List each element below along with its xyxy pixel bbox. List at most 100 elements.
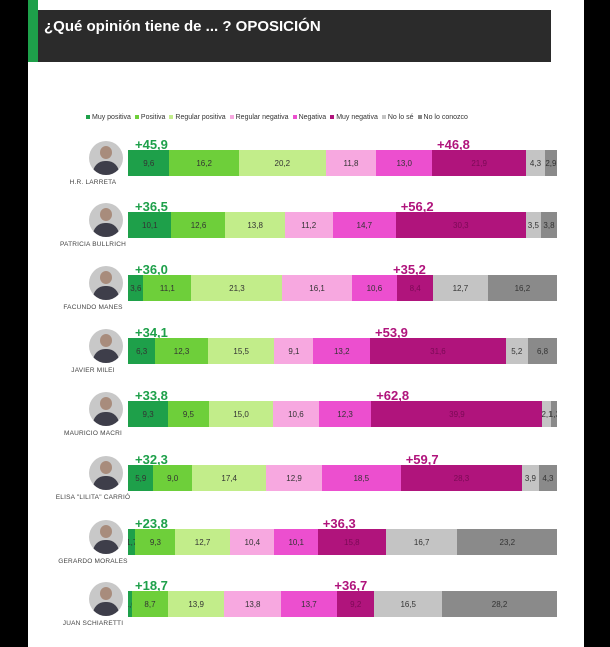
stacked-bar: 1,08,713,913,813,79,216,528,2 [128,591,558,617]
bar-segment: 6,8 [527,338,558,364]
avatar-head [100,525,112,538]
person-avatar [89,456,123,490]
legend-swatch [86,115,90,120]
bar-segment: 4,3 [538,465,558,491]
avatar-body [93,286,119,300]
avatar-head [100,334,112,347]
bar-segment: 12,3 [155,338,209,364]
stacked-bar-chart: +45,9 9,6 16,2 20,2 11,8 13,0 21,9 4,3 2,9 +46,8 H… [28,0,584,647]
chart-row: +23,8 1,7 9,3 12,7 10,4 10,1 15,8 16,7 23,2 +36,3… [28,516,584,582]
negative-total-label: +46,8 [437,137,470,152]
legend-item: Negativa [292,114,327,121]
stacked-bar: 9,39,515,010,612,339,92,11,3 [128,401,558,427]
avatar-head [100,461,112,474]
stacked-bar: 3,6 11,1 21,3 16,1 10,6 8,4 12,7 16,2 [128,275,558,301]
bar-segment: 13,2 [313,338,371,364]
bar-segment: 9,1 [274,338,314,364]
bar-segment: 12,3 [318,401,372,427]
negative-total-label: +59,7 [405,452,439,467]
positive-total-label: +32,3 [135,452,168,467]
bar-segment: 15,0 [208,401,274,427]
bar-segment: 2,9 [544,150,558,176]
bar-segment: 16,5 [374,591,443,617]
avatar-body [93,161,119,175]
negative-total-label: +56,2 [400,199,434,214]
bar-segment: 1,3 [551,401,558,427]
person-avatar [89,520,123,554]
bar-segment: 12,7 [175,529,230,555]
bar-segment: 20,2 [238,150,326,176]
chart-legend: Muy positiva Positiva Regular positiva Regu… [86,114,472,121]
stacked-bar: 9,6 16,2 20,2 11,8 13,0 21,9 4,3 2,9 [128,150,558,176]
legend-label: Regular negativa [235,114,289,121]
bar-segment: 8,4 [397,275,434,301]
bar-segment: 21,9 [432,150,527,176]
bar-segment: 1,7 [128,529,136,555]
avatar-body [93,349,119,363]
legend-label: Negativa [298,114,327,121]
header-accent-bar [28,0,38,62]
bar-segment: 16,2 [169,150,240,176]
positive-total-label: +23,8 [135,516,168,531]
avatar-head [100,397,112,410]
person-name-label: PATRICIA BULLRICH [59,241,126,248]
positive-total-label: +34,1 [135,325,168,340]
person-name-label: JAVIER MILEI [71,367,115,374]
person-name-label: MAURICIO MACRI [63,430,123,437]
bar-segment: 5,2 [505,338,529,364]
bar-segment: 28,2 [441,591,558,617]
bar-segment: 12,7 [433,275,488,301]
chart-row: +45,9 9,6 16,2 20,2 11,8 13,0 21,9 4,3 2,9 +46,8 H… [28,137,584,203]
bar-segment: 39,9 [371,401,543,427]
legend-swatch [330,115,335,120]
person-name-label: H.R. LARRETA [69,179,117,186]
bar-segment: 16,1 [282,275,352,301]
person-name-label: JUAN SCHIARETTI [62,620,124,627]
person-avatar [89,203,123,237]
report-page: ¿Qué opinión tiene de ... ? OPOSICIÓN Mu… [28,0,584,647]
legend-item: No lo sé [381,114,414,121]
legend-label: No lo conozco [423,114,468,121]
bar-segment: 12,6 [171,212,226,238]
legend-label: Muy negativa [336,114,378,121]
legend-label: No lo sé [387,114,414,121]
avatar-head [100,208,112,221]
legend-label: Regular positiva [175,114,226,121]
bar-segment: 9,3 [128,401,169,427]
bar-segment: 11,1 [143,275,192,301]
bar-segment: 3,5 [525,212,541,238]
bar-segment: 11,2 [284,212,333,238]
legend-item: Muy positiva [86,114,131,121]
bar-segment: 18,5 [321,465,401,491]
stacked-bar: 6,3 12,3 15,5 9,1 13,2 31,6 5,2 6,8 [128,338,558,364]
avatar-head [100,146,112,159]
legend-item: Muy negativa [330,114,378,121]
bar-segment: 3,8 [540,212,558,238]
legend-swatch [229,115,234,120]
negative-total-label: +36,7 [334,578,368,593]
bar-segment: 6,3 [128,338,156,364]
bar-segment: 3,6 [128,275,144,301]
legend-label: Positiva [140,114,166,121]
stacked-bar: 5,9 9,0 17,4 12,9 18,5 28,3 3,9 4,3 [128,465,558,491]
chart-row: +18,71,08,713,913,813,79,216,528,2+36,7J… [28,578,584,644]
bar-segment: 4,3 [526,150,545,176]
negative-total-label: +36,3 [322,516,356,531]
chart-row: +33,89,39,515,010,612,339,92,11,3+62,8MA… [28,388,584,454]
avatar-head [100,587,112,600]
bar-segment: 9,3 [135,529,176,555]
stacked-bar: 1,7 9,3 12,7 10,4 10,1 15,8 16,7 23,2 [128,529,558,555]
legend-swatch [417,115,422,120]
bar-segment: 10,4 [229,529,275,555]
person-avatar [89,582,123,616]
bar-segment: 15,8 [317,529,386,555]
chart-row: +36,5 10,1 12,6 13,8 11,2 14,7 30,3 3,5 3,8 +56,2… [28,199,584,265]
bar-segment: 9,6 [128,150,170,176]
person-name-label: ELISA "LILITA" CARRIÓ [55,494,131,501]
legend-swatch [292,115,297,120]
positive-total-label: +36,5 [135,199,168,214]
negative-total-label: +53,9 [375,325,408,340]
bar-segment: 13,7 [280,591,338,617]
legend-item: Regular negativa [229,114,289,121]
legend-swatch [169,115,174,120]
